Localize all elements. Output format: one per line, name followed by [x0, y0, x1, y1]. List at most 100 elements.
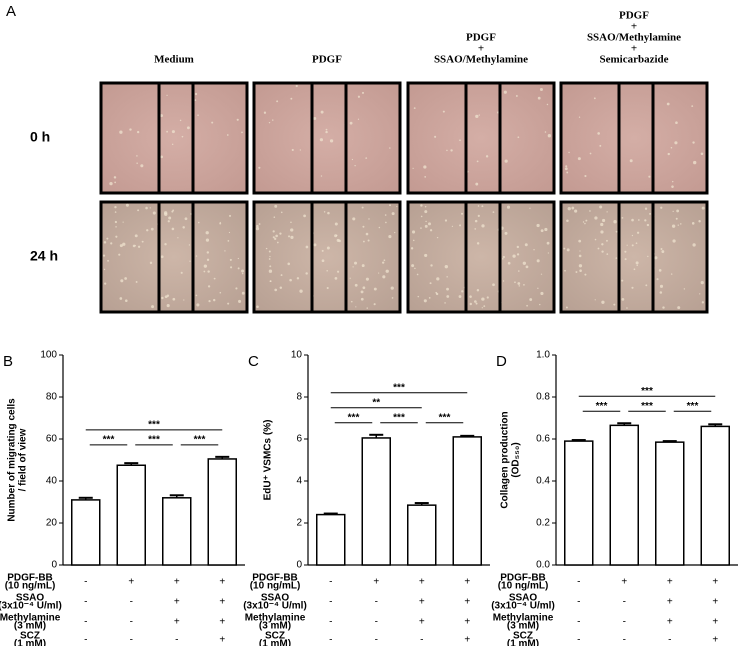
condition-sign: -	[577, 617, 580, 628]
y-axis-label: Collagen production	[500, 411, 511, 508]
row-label: 24 h	[30, 248, 58, 264]
cell-speck	[477, 214, 480, 217]
cell-speck	[577, 157, 581, 161]
cell-speck	[289, 278, 292, 282]
cell-speck	[235, 287, 238, 290]
cell-speck	[125, 299, 128, 302]
cell-speck	[167, 220, 170, 223]
cell-speck	[354, 261, 358, 265]
cell-speck	[269, 280, 272, 282]
condition-label: (1 mM)	[507, 639, 539, 646]
cell-speck	[103, 268, 106, 271]
cell-speck	[102, 254, 106, 257]
condition-sign: +	[667, 577, 673, 588]
cell-speck	[276, 241, 279, 244]
cell-speck	[118, 253, 121, 256]
condition-label: (3 mM)	[14, 621, 46, 632]
cell-speck	[600, 230, 604, 234]
significance-label: ***	[348, 412, 360, 423]
cell-speck	[228, 214, 232, 217]
cell-speck	[600, 222, 604, 227]
cell-speck	[171, 227, 175, 231]
cell-speck	[136, 155, 138, 157]
cell-speck	[325, 130, 328, 134]
cell-speck	[701, 301, 705, 304]
cell-speck	[186, 126, 190, 130]
cell-speck	[424, 253, 428, 257]
cell-speck	[357, 95, 361, 98]
condition-label: (10 ng/mL)	[250, 581, 301, 592]
cell-speck	[626, 244, 628, 246]
cell-speck	[119, 130, 123, 134]
cell-speck	[654, 256, 658, 260]
cell-speck	[647, 255, 649, 258]
cell-speck	[114, 211, 117, 213]
cell-speck	[672, 210, 674, 213]
cell-speck	[349, 277, 351, 279]
cell-speck	[196, 303, 200, 307]
condition-sign: -	[623, 617, 626, 628]
cell-speck	[390, 286, 394, 290]
cell-speck	[460, 212, 464, 215]
cell-speck	[279, 286, 283, 290]
bar	[71, 499, 101, 566]
cell-speck	[483, 305, 486, 308]
condition-sign: +	[712, 577, 718, 588]
bar	[316, 513, 346, 566]
cell-speck	[474, 300, 477, 303]
condition-sign: -	[623, 635, 626, 646]
column-header: PDGF	[619, 10, 649, 22]
cell-speck	[114, 205, 117, 209]
cell-speck	[241, 291, 245, 295]
cell-speck	[334, 277, 338, 280]
column-header: Medium	[154, 54, 194, 66]
cell-speck	[645, 284, 648, 287]
cell-speck	[290, 97, 293, 100]
cell-speck	[412, 230, 416, 234]
cell-speck	[171, 143, 174, 146]
cell-speck	[373, 303, 376, 306]
cell-speck	[416, 273, 419, 276]
cell-speck	[518, 270, 520, 272]
condition-label: SCZ	[265, 631, 285, 642]
cell-speck	[444, 302, 446, 304]
cell-speck	[646, 223, 650, 227]
cell-speck	[624, 258, 627, 261]
cell-speck	[256, 224, 259, 228]
cell-speck	[229, 258, 232, 261]
cell-speck	[354, 164, 356, 167]
cell-speck	[354, 283, 358, 287]
panel-label: A	[6, 3, 16, 20]
cell-speck	[540, 229, 544, 233]
condition-sign: +	[219, 577, 225, 588]
cell-speck	[320, 110, 324, 114]
cell-speck	[241, 272, 244, 275]
cell-speck	[146, 229, 149, 232]
y-tick-label: 0.6	[536, 434, 550, 445]
y-axis-label: / field of view	[18, 428, 29, 491]
cell-speck	[423, 299, 427, 303]
cell-speck	[136, 162, 138, 165]
cell-speck	[313, 116, 317, 120]
cell-speck	[141, 240, 144, 243]
cell-speck	[444, 219, 448, 222]
cell-speck	[412, 239, 415, 242]
cell-speck	[658, 269, 662, 272]
cell-speck	[567, 207, 571, 211]
cell-speck	[134, 234, 138, 238]
cell-speck	[115, 235, 118, 238]
cell-speck	[648, 175, 651, 178]
cell-speck	[274, 237, 277, 240]
condition-label: PDGF-BB	[252, 573, 298, 584]
significance-label: ***	[641, 401, 653, 412]
y-tick-label: 0	[296, 560, 302, 571]
cell-speck	[122, 242, 126, 246]
cell-speck	[337, 270, 340, 273]
cell-speck	[382, 261, 385, 264]
cell-speck	[659, 291, 663, 294]
cell-speck	[114, 181, 117, 184]
cell-speck	[626, 307, 628, 309]
cell-speck	[582, 221, 585, 223]
cell-speck	[436, 277, 440, 281]
